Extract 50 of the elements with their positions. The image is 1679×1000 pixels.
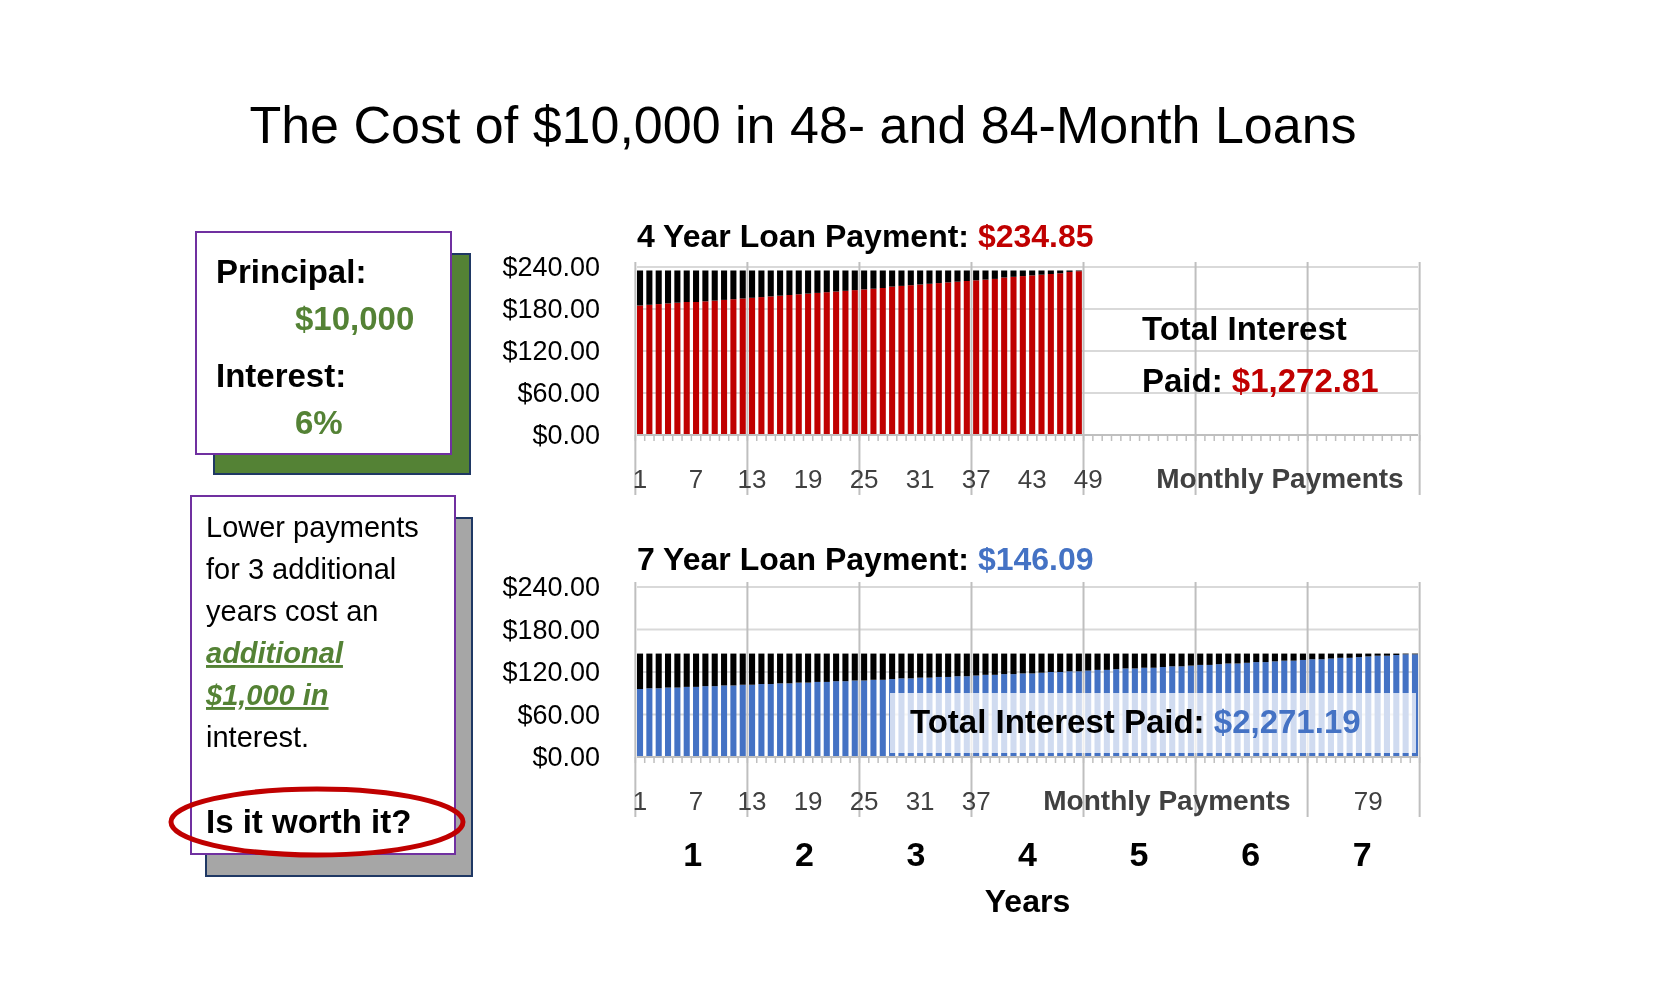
x-tick-label: 43 (1017, 464, 1047, 494)
y-tick-label: $120.00 (502, 336, 600, 367)
x2-tick-label: 3 (906, 835, 926, 873)
chart-title: 7 Year Loan Payment: $146.09 (637, 541, 1094, 577)
x-axis-title: Monthly Payments (1156, 463, 1404, 494)
y-tick-label: $60.00 (517, 378, 600, 409)
annotation: Total Interest Paid: $1,272.81 (1142, 310, 1379, 399)
y-tick-label: $240.00 (502, 572, 600, 603)
x-tick-label: 31 (905, 786, 935, 816)
x-tick-label: 7 (688, 786, 704, 816)
text: additional $1,000 in (205, 637, 344, 711)
x2-tick-label: 7 (1352, 835, 1372, 873)
x-tick-label: 7 (688, 464, 704, 494)
annotation: Total Interest Paid: $2,271.19 (910, 703, 1361, 740)
y-tick-label: $60.00 (517, 699, 600, 730)
y-tick-label: $0.00 (532, 420, 600, 451)
x2-axis-title: Years (984, 883, 1071, 919)
text: 6% (295, 404, 343, 441)
text: Is it worth it? (206, 803, 412, 840)
text: Lower payments for 3 additional years cost an (206, 511, 419, 627)
x-tick-label: 13 (737, 464, 767, 494)
x-tick-label: 13 (737, 786, 767, 816)
x2-tick-label: 4 (1018, 835, 1038, 873)
x-tick-label: 1 (632, 786, 648, 816)
x-tick-label: 19 (793, 786, 823, 816)
chart-title: 4 Year Loan Payment: $234.85 (637, 218, 1094, 254)
y-tick-label: $120.00 (502, 657, 600, 688)
x-tick-label: 37 (961, 464, 991, 494)
y-tick-label: $180.00 (502, 614, 600, 645)
x2-tick-label: 6 (1241, 835, 1261, 873)
text: interest. (206, 721, 310, 753)
text: $10,000 (295, 300, 415, 337)
x-tick-label: 49 (1073, 464, 1103, 494)
text: The Cost of $10,000 in 48- and 84-Month Loans (249, 96, 1357, 154)
x-tick-label: 25 (849, 786, 879, 816)
x2-tick-label: 5 (1129, 835, 1149, 873)
text: Interest: (216, 357, 347, 394)
x-tick-label: 37 (961, 786, 991, 816)
x-tick-label: 1 (632, 464, 648, 494)
y-tick-label: $0.00 (532, 742, 600, 773)
x2-tick-label: 2 (794, 835, 814, 873)
y-tick-label: $240.00 (502, 252, 600, 283)
y-tick-label: $180.00 (502, 294, 600, 325)
x-axis-title: Monthly Payments (1043, 785, 1291, 816)
x-tick-label: 25 (849, 464, 879, 494)
text: Principal: (216, 253, 367, 290)
x-tick-label: 79 (1353, 786, 1383, 816)
x2-tick-label: 1 (683, 835, 703, 873)
x-tick-label: 31 (905, 464, 935, 494)
x-tick-label: 19 (793, 464, 823, 494)
